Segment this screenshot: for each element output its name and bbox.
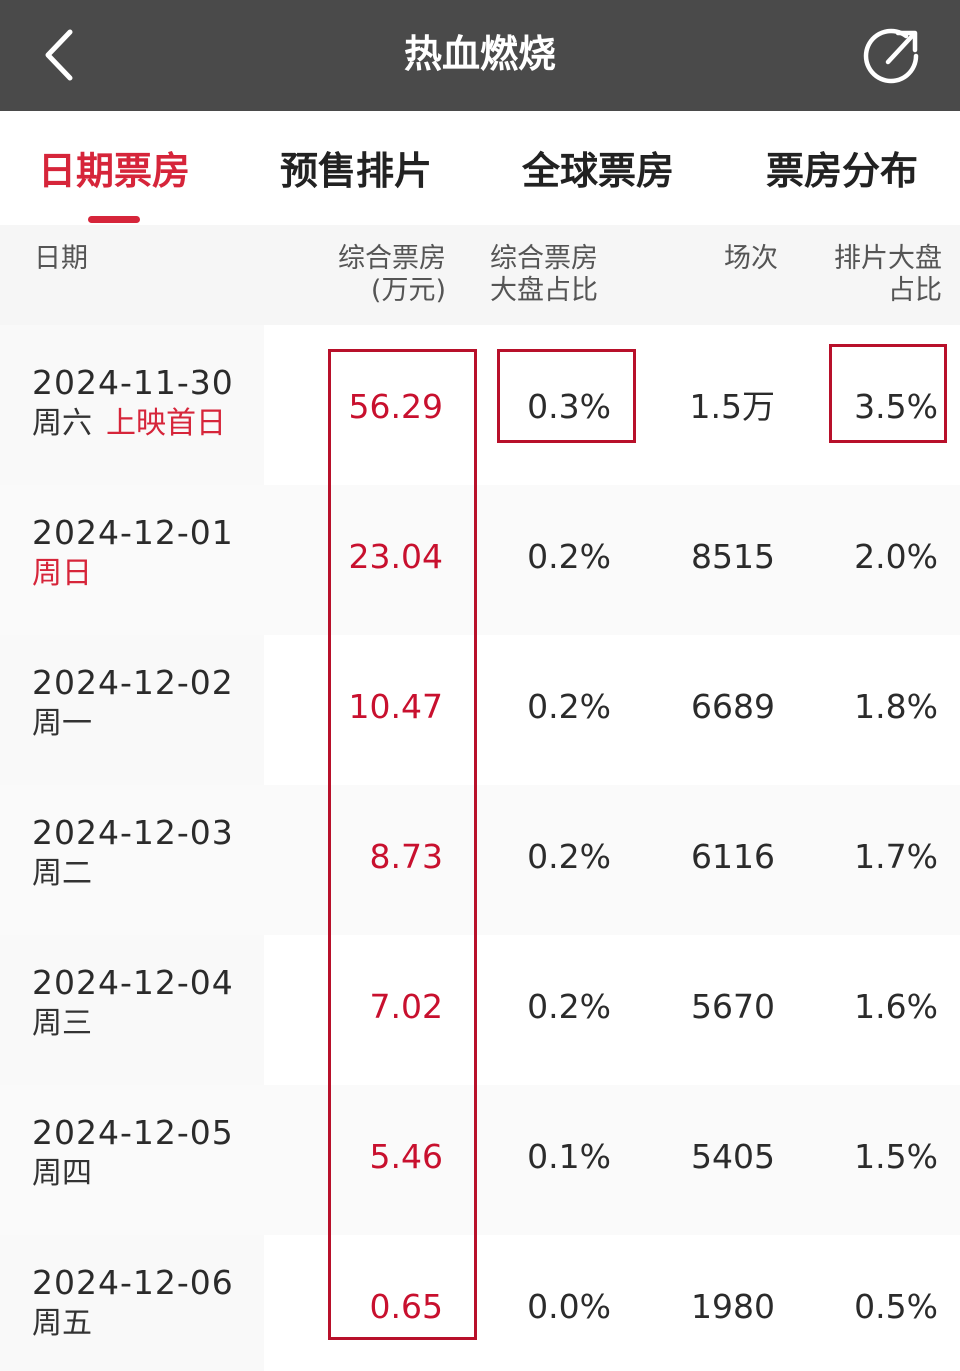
row-market-share: 0.2% [527, 687, 611, 726]
table-row[interactable]: 2024-11-30 周六 上映首日 56.29 0.3% 1.5万 3.5% [0, 335, 960, 485]
row-weekday-label: 周日 [32, 556, 92, 591]
row-weekday-label: 周一 [32, 706, 92, 741]
tab-daily-box-office[interactable]: 日期票房 [37, 149, 190, 193]
row-screenings: 6689 [691, 687, 775, 726]
header-box-office: 综合票房 (万元) [300, 243, 446, 307]
row-screenings: 8515 [691, 537, 775, 576]
row-schedule-share: 1.7% [854, 837, 938, 876]
row-weekday-label: 周三 [32, 1006, 92, 1041]
row-date: 2024-12-05 [32, 1113, 234, 1152]
row-schedule-share: 1.6% [854, 987, 938, 1026]
first-day-share-highlight-box [497, 349, 636, 443]
table-row[interactable]: 2024-12-02 周一 10.47 0.2% 6689 1.8% [0, 635, 960, 785]
row-weekday: 周二 [32, 855, 92, 893]
row-schedule-share: 2.0% [854, 537, 938, 576]
table-row[interactable]: 2024-12-05 周四 5.46 0.1% 5405 1.5% [0, 1085, 960, 1235]
row-box-office: 5.46 [369, 1137, 443, 1176]
row-weekday: 周四 [32, 1155, 92, 1193]
header-box-office-line1: 综合票房 [338, 243, 446, 274]
top-bar: 热血燃烧 [0, 0, 960, 111]
header-market-share-line1: 综合票房 [490, 243, 598, 274]
first-day-schedule-highlight-box [829, 344, 947, 443]
chevron-left-icon [45, 29, 73, 81]
row-schedule-share: 1.8% [854, 687, 938, 726]
row-date: 2024-12-02 [32, 663, 234, 702]
row-market-share: 0.3% [527, 387, 611, 426]
row-weekday-label: 周六 [32, 406, 92, 441]
row-schedule-share: 1.5% [854, 1137, 938, 1176]
header-box-office-line2: (万元) [370, 275, 446, 306]
row-weekday: 周一 [32, 705, 92, 743]
row-market-share: 0.1% [527, 1137, 611, 1176]
row-box-office: 8.73 [369, 837, 443, 876]
row-box-office: 0.65 [369, 1287, 443, 1326]
share-icon [863, 28, 919, 84]
row-market-share: 0.2% [527, 987, 611, 1026]
row-market-share: 0.2% [527, 537, 611, 576]
row-weekday: 周三 [32, 1005, 92, 1043]
page-title: 热血燃烧 [403, 32, 556, 76]
row-screenings: 5405 [691, 1137, 775, 1176]
row-date: 2024-12-04 [32, 963, 234, 1002]
header-date: 日期 [34, 243, 88, 274]
row-weekday: 周日 [32, 555, 92, 593]
header-schedule-share-line1: 排片大盘 [834, 243, 942, 274]
back-button[interactable] [30, 20, 90, 90]
row-box-office: 10.47 [348, 687, 443, 726]
row-date: 2024-12-06 [32, 1263, 234, 1302]
row-box-office: 7.02 [369, 987, 443, 1026]
header-schedule-share-line2: 占比 [888, 275, 942, 306]
row-weekday: 周六 上映首日 [32, 405, 226, 443]
row-weekday: 周五 [32, 1305, 92, 1343]
table-row[interactable]: 2024-12-04 周三 7.02 0.2% 5670 1.6% [0, 935, 960, 1085]
row-screenings: 6116 [691, 837, 775, 876]
box-office-highlight-box [328, 349, 477, 1340]
active-tab-indicator [88, 216, 140, 223]
row-schedule-share: 0.5% [854, 1287, 938, 1326]
tab-presale-schedule[interactable]: 预售排片 [279, 149, 432, 193]
table-row[interactable]: 2024-12-03 周二 8.73 0.2% 6116 1.7% [0, 785, 960, 935]
tab-global-box-office[interactable]: 全球票房 [521, 149, 674, 193]
header-screenings: 场次 [724, 243, 778, 274]
row-screenings: 5670 [691, 987, 775, 1026]
row-schedule-share: 3.5% [854, 387, 938, 426]
row-weekday-label: 周四 [32, 1156, 92, 1191]
row-weekday-label: 周二 [32, 856, 92, 891]
row-box-office: 56.29 [348, 387, 443, 426]
tab-box-office-distribution[interactable]: 票房分布 [765, 149, 918, 193]
table-row[interactable]: 2024-12-01 周日 23.04 0.2% 8515 2.0% [0, 485, 960, 635]
box-office-table[interactable]: 日期 综合票房 (万元) 综合票房 大盘占比 场次 排片大盘 占比 2024-1… [0, 225, 960, 1371]
row-weekday-label: 周五 [32, 1306, 92, 1341]
row-date: 2024-12-03 [32, 813, 234, 852]
share-button[interactable] [858, 22, 926, 90]
row-box-office: 23.04 [348, 537, 443, 576]
row-date: 2024-11-30 [32, 363, 234, 402]
header-schedule-share: 排片大盘 占比 [800, 243, 942, 307]
row-screenings: 1.5万 [689, 387, 775, 426]
table-row[interactable]: 2024-12-06 周五 0.65 0.0% 1980 0.5% [0, 1235, 960, 1371]
row-market-share: 0.0% [527, 1287, 611, 1326]
header-market-share: 综合票房 大盘占比 [490, 243, 614, 307]
header-market-share-line2: 大盘占比 [490, 275, 598, 306]
release-day-tag: 上映首日 [106, 406, 226, 441]
row-market-share: 0.2% [527, 837, 611, 876]
table-header: 日期 综合票房 (万元) 综合票房 大盘占比 场次 排片大盘 占比 [0, 225, 960, 325]
row-screenings: 1980 [691, 1287, 775, 1326]
row-date: 2024-12-01 [32, 513, 234, 552]
tab-bar: 日期票房 预售排片 全球票房 票房分布 [0, 111, 960, 225]
